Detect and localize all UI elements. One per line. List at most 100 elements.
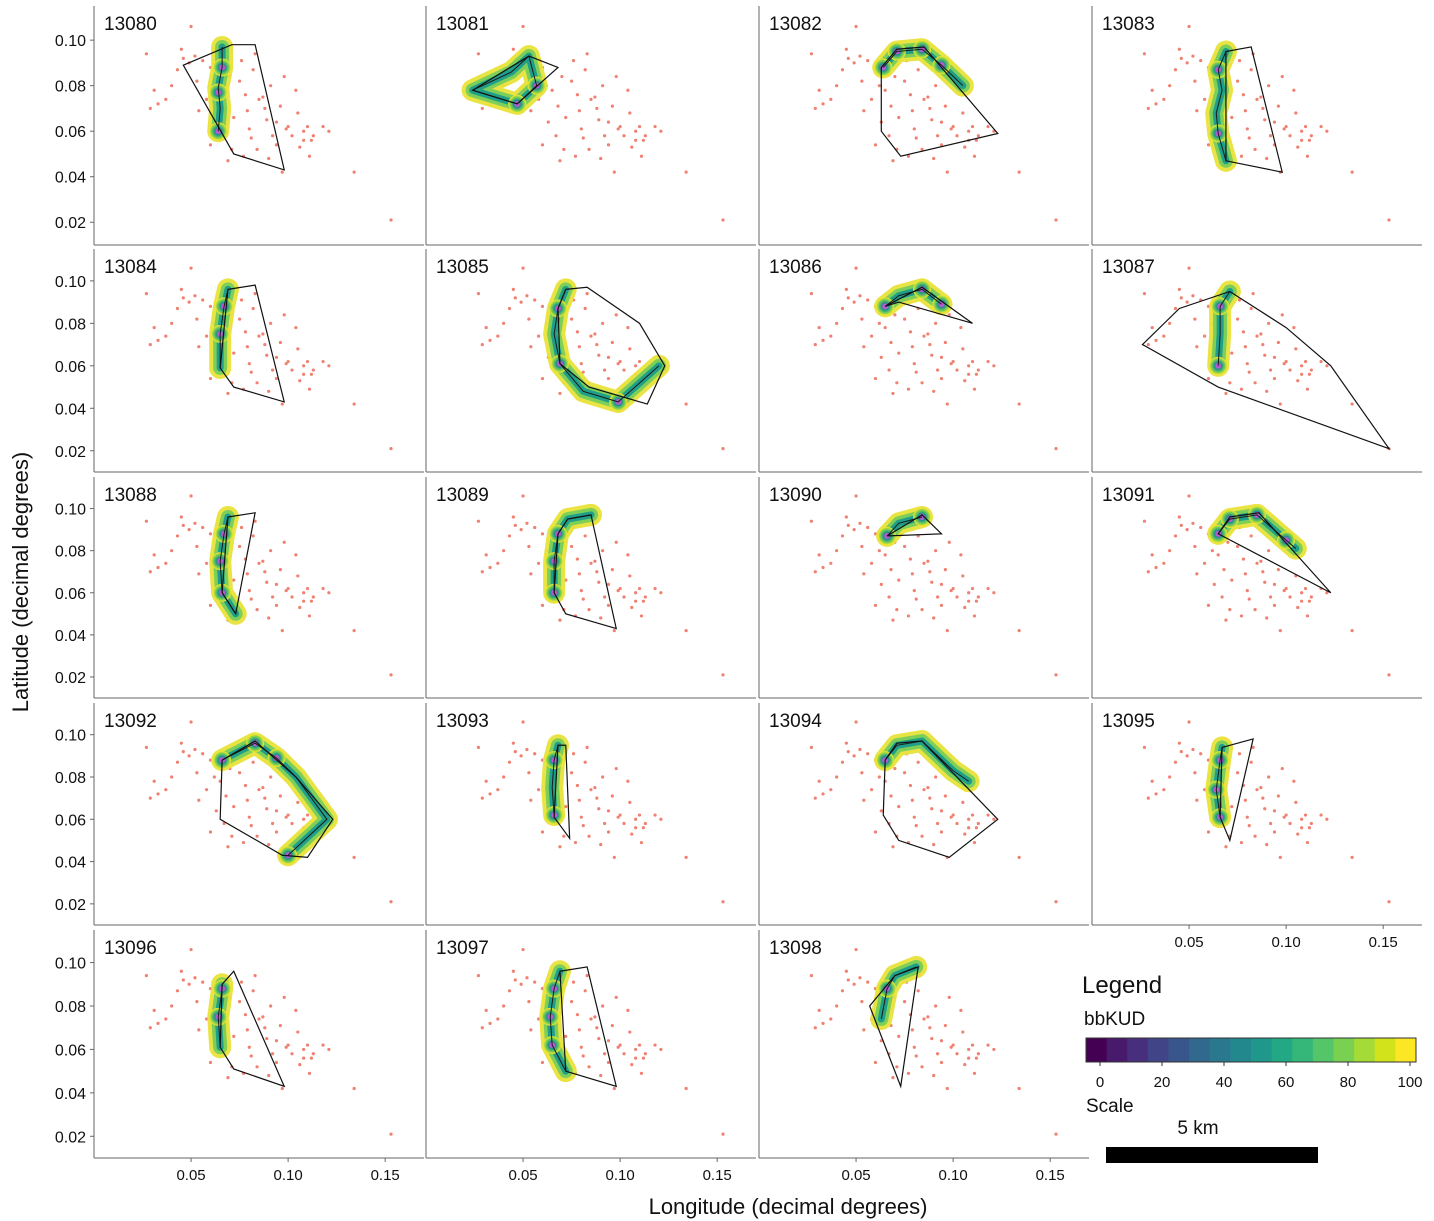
detection-point [208,1060,213,1065]
detection-point [164,788,168,792]
detection-point [204,97,209,101]
detection-point [1150,325,1154,330]
detection-point [321,359,325,364]
detection-point [208,143,213,147]
detection-point [721,673,725,677]
colorbar-segment [1333,1038,1355,1062]
detection-point [922,1017,926,1021]
detection-point [1239,154,1244,158]
detection-point [926,332,930,336]
detection-point [267,389,271,393]
detection-point [829,788,833,792]
detection-point [484,553,488,557]
x-tick-label: 0.10 [939,1167,968,1184]
detection-point [148,1026,152,1030]
detection-point [972,1071,977,1075]
y-tick-label: 0.06 [55,124,86,141]
movement-track [1215,51,1227,161]
detection-point [533,525,537,530]
detection-point [893,766,897,771]
detection-point [902,544,907,549]
detection-point [181,523,185,528]
detection-point [1179,56,1183,60]
detection-point [1259,95,1263,99]
detection-point [895,381,899,385]
detection-point [860,544,864,549]
detection-point [1255,97,1259,101]
detection-point [144,974,149,978]
detection-point [829,1017,833,1021]
detection-point [963,605,967,610]
detection-point [858,294,862,298]
detection-point [1300,129,1304,133]
detection-point [817,1008,821,1012]
detection-point [577,345,581,349]
detection-point [1195,345,1199,349]
detection-point [290,1052,294,1056]
x-tick-label: 0.15 [371,1167,400,1184]
detection-point [286,125,290,129]
detection-point [934,775,938,779]
detection-point [963,1063,967,1067]
y-axis-title: Latitude (decimal degrees) [8,452,33,712]
legend-title: Legend [1082,972,1162,999]
detection-point [1146,106,1150,111]
detection-point [298,379,302,383]
detection-point [616,589,620,593]
colorbar-tick-label: 100 [1397,1074,1422,1091]
detection-point [197,345,201,349]
panel-id-label: 13084 [104,257,157,278]
detection-point [302,129,306,133]
mcp-polygon [882,740,999,859]
detection-point [626,779,630,783]
colorbar-segment [1189,1038,1211,1062]
panel-13087: 13087 [1091,249,1422,473]
detection-point [866,980,870,984]
detection-point [1224,845,1228,849]
detection-point [809,52,814,56]
detection-point [1241,330,1246,334]
detection-point [569,317,574,321]
detection-point [556,104,560,108]
panel-id-label: 13090 [769,485,822,506]
detection-point [961,347,965,351]
detection-point [1261,796,1265,800]
detection-point [606,376,611,381]
detection-point [302,372,306,376]
detection-point [612,170,616,174]
y-tick-label: 0.02 [55,444,86,461]
detection-point [1243,798,1247,802]
detection-point [602,595,607,599]
detection-point [1305,154,1310,158]
detection-point [265,1036,269,1041]
detection-point [628,574,632,578]
detection-point [939,582,944,586]
detection-point [1305,614,1310,618]
detection-point [193,54,197,58]
legend: Legend bbKUD 0 20 40 60 80 100 Scale 5 km [1082,972,1423,1163]
detection-point [311,595,315,599]
detection-point [1350,402,1354,406]
detection-point [897,115,901,120]
detection-point [653,586,657,591]
detection-point [809,292,814,296]
detection-point [175,989,180,993]
detection-point [821,102,825,106]
detection-point [1294,111,1298,115]
detection-point [189,266,193,270]
detection-point [835,321,839,325]
detection-point [579,589,583,593]
detection-point [1303,586,1308,591]
detection-point [1309,134,1313,138]
panel-id-label: 13083 [1102,14,1155,35]
detection-point [939,1039,944,1043]
detection-point [1263,807,1267,811]
detection-point [156,565,160,570]
detection-point [529,345,533,349]
detection-point [529,572,533,576]
detection-point [1243,109,1247,113]
detection-point [521,24,525,29]
detection-point [914,1054,918,1058]
detection-point [274,1039,279,1043]
detection-point [840,534,845,538]
